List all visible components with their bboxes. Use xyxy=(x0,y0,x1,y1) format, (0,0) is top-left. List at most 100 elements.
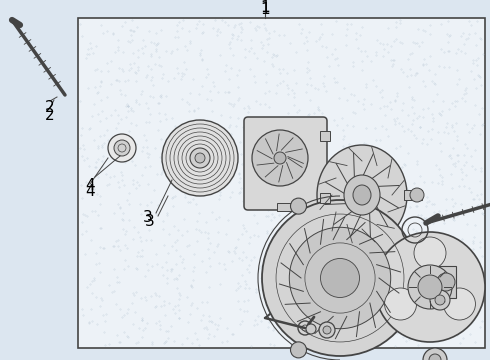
Point xyxy=(468,125,476,131)
Point xyxy=(268,158,276,164)
Point xyxy=(395,120,403,126)
Point xyxy=(399,334,407,339)
Point xyxy=(220,150,228,156)
Point xyxy=(245,185,253,191)
Point xyxy=(206,263,214,269)
Point xyxy=(460,162,468,168)
Point xyxy=(184,319,192,325)
Point xyxy=(283,70,291,76)
Point xyxy=(120,183,128,188)
Point xyxy=(301,321,309,327)
Point xyxy=(169,203,177,209)
Point xyxy=(378,123,386,129)
Point xyxy=(281,168,289,174)
Point xyxy=(476,239,484,244)
Point xyxy=(438,46,445,52)
Point xyxy=(206,180,214,186)
Point xyxy=(187,283,195,289)
Point xyxy=(213,28,220,33)
Point xyxy=(404,126,412,132)
Point xyxy=(244,103,252,109)
Point xyxy=(229,103,237,109)
Point xyxy=(253,191,261,197)
Point xyxy=(257,162,265,167)
Point xyxy=(305,67,313,73)
Point xyxy=(408,122,416,127)
Point xyxy=(393,209,401,215)
Circle shape xyxy=(114,140,130,156)
Point xyxy=(470,311,478,316)
Point xyxy=(128,17,136,23)
Point xyxy=(262,213,270,219)
Point xyxy=(459,30,467,36)
Point xyxy=(382,168,390,174)
Text: 2: 2 xyxy=(45,100,55,116)
Point xyxy=(292,49,300,55)
Point xyxy=(302,266,310,271)
Point xyxy=(451,103,459,108)
Point xyxy=(245,297,252,303)
Point xyxy=(159,226,167,232)
Point xyxy=(204,71,212,77)
Point xyxy=(340,216,347,222)
Point xyxy=(449,203,457,209)
Point xyxy=(303,69,311,75)
Point xyxy=(147,199,155,205)
Point xyxy=(208,108,216,114)
Point xyxy=(475,111,483,117)
Point xyxy=(120,226,127,232)
Point xyxy=(332,225,340,231)
Point xyxy=(295,107,303,112)
Circle shape xyxy=(429,354,441,360)
Point xyxy=(472,298,480,303)
Point xyxy=(252,175,260,180)
Point xyxy=(173,22,181,28)
Point xyxy=(276,70,284,76)
Point xyxy=(163,210,171,216)
Point xyxy=(443,120,451,126)
Point xyxy=(463,159,470,165)
Point xyxy=(408,94,416,100)
Point xyxy=(114,243,122,249)
Point xyxy=(379,217,387,223)
Point xyxy=(408,50,416,56)
Point xyxy=(212,216,220,221)
Point xyxy=(242,285,249,291)
Point xyxy=(127,105,135,111)
Point xyxy=(144,154,151,160)
Circle shape xyxy=(306,324,316,334)
Point xyxy=(258,45,266,51)
Point xyxy=(96,201,104,206)
Point xyxy=(169,306,176,311)
Point xyxy=(262,71,270,77)
Point xyxy=(322,87,330,93)
Point xyxy=(127,65,135,71)
Point xyxy=(263,127,271,132)
Point xyxy=(119,66,126,72)
Point xyxy=(155,319,163,324)
Point xyxy=(453,67,461,73)
Point xyxy=(461,98,469,104)
Point xyxy=(104,68,112,73)
Point xyxy=(192,176,200,182)
Point xyxy=(193,219,200,224)
Point xyxy=(203,96,211,102)
Point xyxy=(186,41,194,46)
Point xyxy=(83,213,91,219)
Point xyxy=(269,294,277,300)
Point xyxy=(378,171,386,177)
Point xyxy=(424,128,432,134)
Point xyxy=(447,124,455,130)
Point xyxy=(446,32,454,38)
Point xyxy=(138,317,146,323)
Point xyxy=(402,338,410,344)
Point xyxy=(470,234,478,240)
Point xyxy=(476,35,484,41)
Point xyxy=(147,66,155,72)
Point xyxy=(249,183,257,188)
Point xyxy=(441,287,449,292)
Point xyxy=(467,22,475,28)
Point xyxy=(201,181,209,187)
Point xyxy=(112,148,120,154)
Point xyxy=(123,310,131,316)
